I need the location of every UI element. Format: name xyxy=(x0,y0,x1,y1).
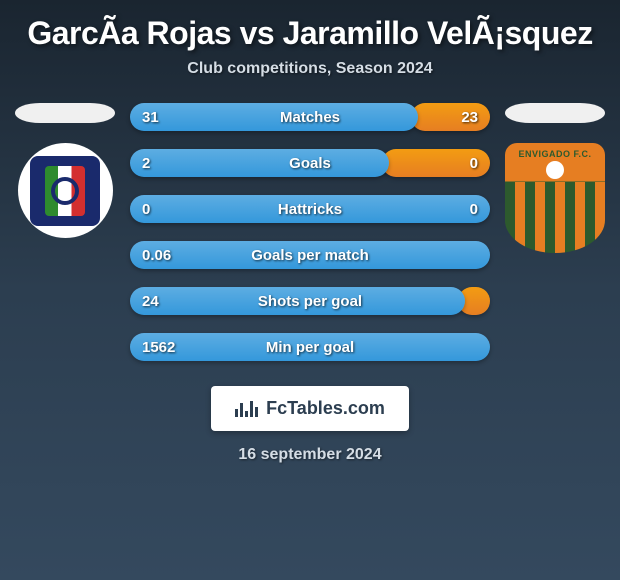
badge-right-text: ENVIGADO F.C. xyxy=(518,149,591,159)
stat-label: Shots per goal xyxy=(130,293,490,310)
brand-chart-icon xyxy=(235,401,258,417)
stat-label: Hattricks xyxy=(130,201,490,218)
stat-row: 0.06Goals per match xyxy=(130,241,490,269)
stat-row: 31Matches23 xyxy=(130,103,490,131)
season-subtitle: Club competitions, Season 2024 xyxy=(10,60,610,78)
stat-label: Goals xyxy=(130,155,490,172)
stat-value-right: 23 xyxy=(461,109,478,126)
stat-label: Goals per match xyxy=(130,247,490,264)
stat-label: Min per goal xyxy=(130,339,490,356)
stat-row: 24Shots per goal xyxy=(130,287,490,315)
brand-badge[interactable]: FcTables.com xyxy=(211,386,409,431)
stat-row: 0Hattricks0 xyxy=(130,195,490,223)
footer: FcTables.com 16 september 2024 xyxy=(0,386,620,464)
badge-right-stripes xyxy=(505,182,605,254)
stats-column: 31Matches232Goals00Hattricks00.06Goals p… xyxy=(130,103,490,361)
comparison-title: GarcÃ­a Rojas vs Jaramillo VelÃ¡squez xyxy=(10,15,610,52)
brand-text: FcTables.com xyxy=(266,398,385,419)
country-flag-left xyxy=(15,103,115,123)
header: GarcÃ­a Rojas vs Jaramillo VelÃ¡squez Cl… xyxy=(0,0,620,83)
club-badge-right: ENVIGADO F.C. xyxy=(505,143,605,253)
badge-left-shield xyxy=(30,156,100,226)
badge-left-ring xyxy=(51,177,79,205)
stat-row: 1562Min per goal xyxy=(130,333,490,361)
comparison-content: 31Matches232Goals00Hattricks00.06Goals p… xyxy=(0,83,620,361)
stat-value-right: 0 xyxy=(470,201,478,218)
country-flag-right xyxy=(505,103,605,123)
badge-right-ball-icon xyxy=(546,161,564,179)
stat-value-right: 0 xyxy=(470,155,478,172)
stat-label: Matches xyxy=(130,109,490,126)
badge-right-shield: ENVIGADO F.C. xyxy=(505,143,605,253)
player-left-column xyxy=(10,103,120,238)
stat-row: 2Goals0 xyxy=(130,149,490,177)
player-right-column: ENVIGADO F.C. xyxy=(500,103,610,253)
date-text: 16 september 2024 xyxy=(238,446,381,464)
club-badge-left xyxy=(18,143,113,238)
